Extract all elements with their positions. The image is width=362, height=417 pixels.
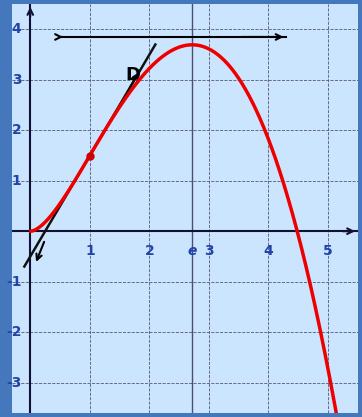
Text: D: D <box>126 66 140 84</box>
Text: 5: 5 <box>323 244 333 258</box>
Text: -2: -2 <box>6 325 21 339</box>
Text: 2: 2 <box>12 123 21 137</box>
Text: 1: 1 <box>85 244 95 258</box>
Text: e: e <box>188 244 197 258</box>
Text: -3: -3 <box>6 376 21 389</box>
Text: 3: 3 <box>204 244 214 258</box>
Text: 1: 1 <box>12 174 21 188</box>
Text: 2: 2 <box>144 244 154 258</box>
Text: 3: 3 <box>12 73 21 87</box>
Text: -1: -1 <box>6 275 21 289</box>
Text: 4: 4 <box>264 244 273 258</box>
Text: 4: 4 <box>12 23 21 36</box>
